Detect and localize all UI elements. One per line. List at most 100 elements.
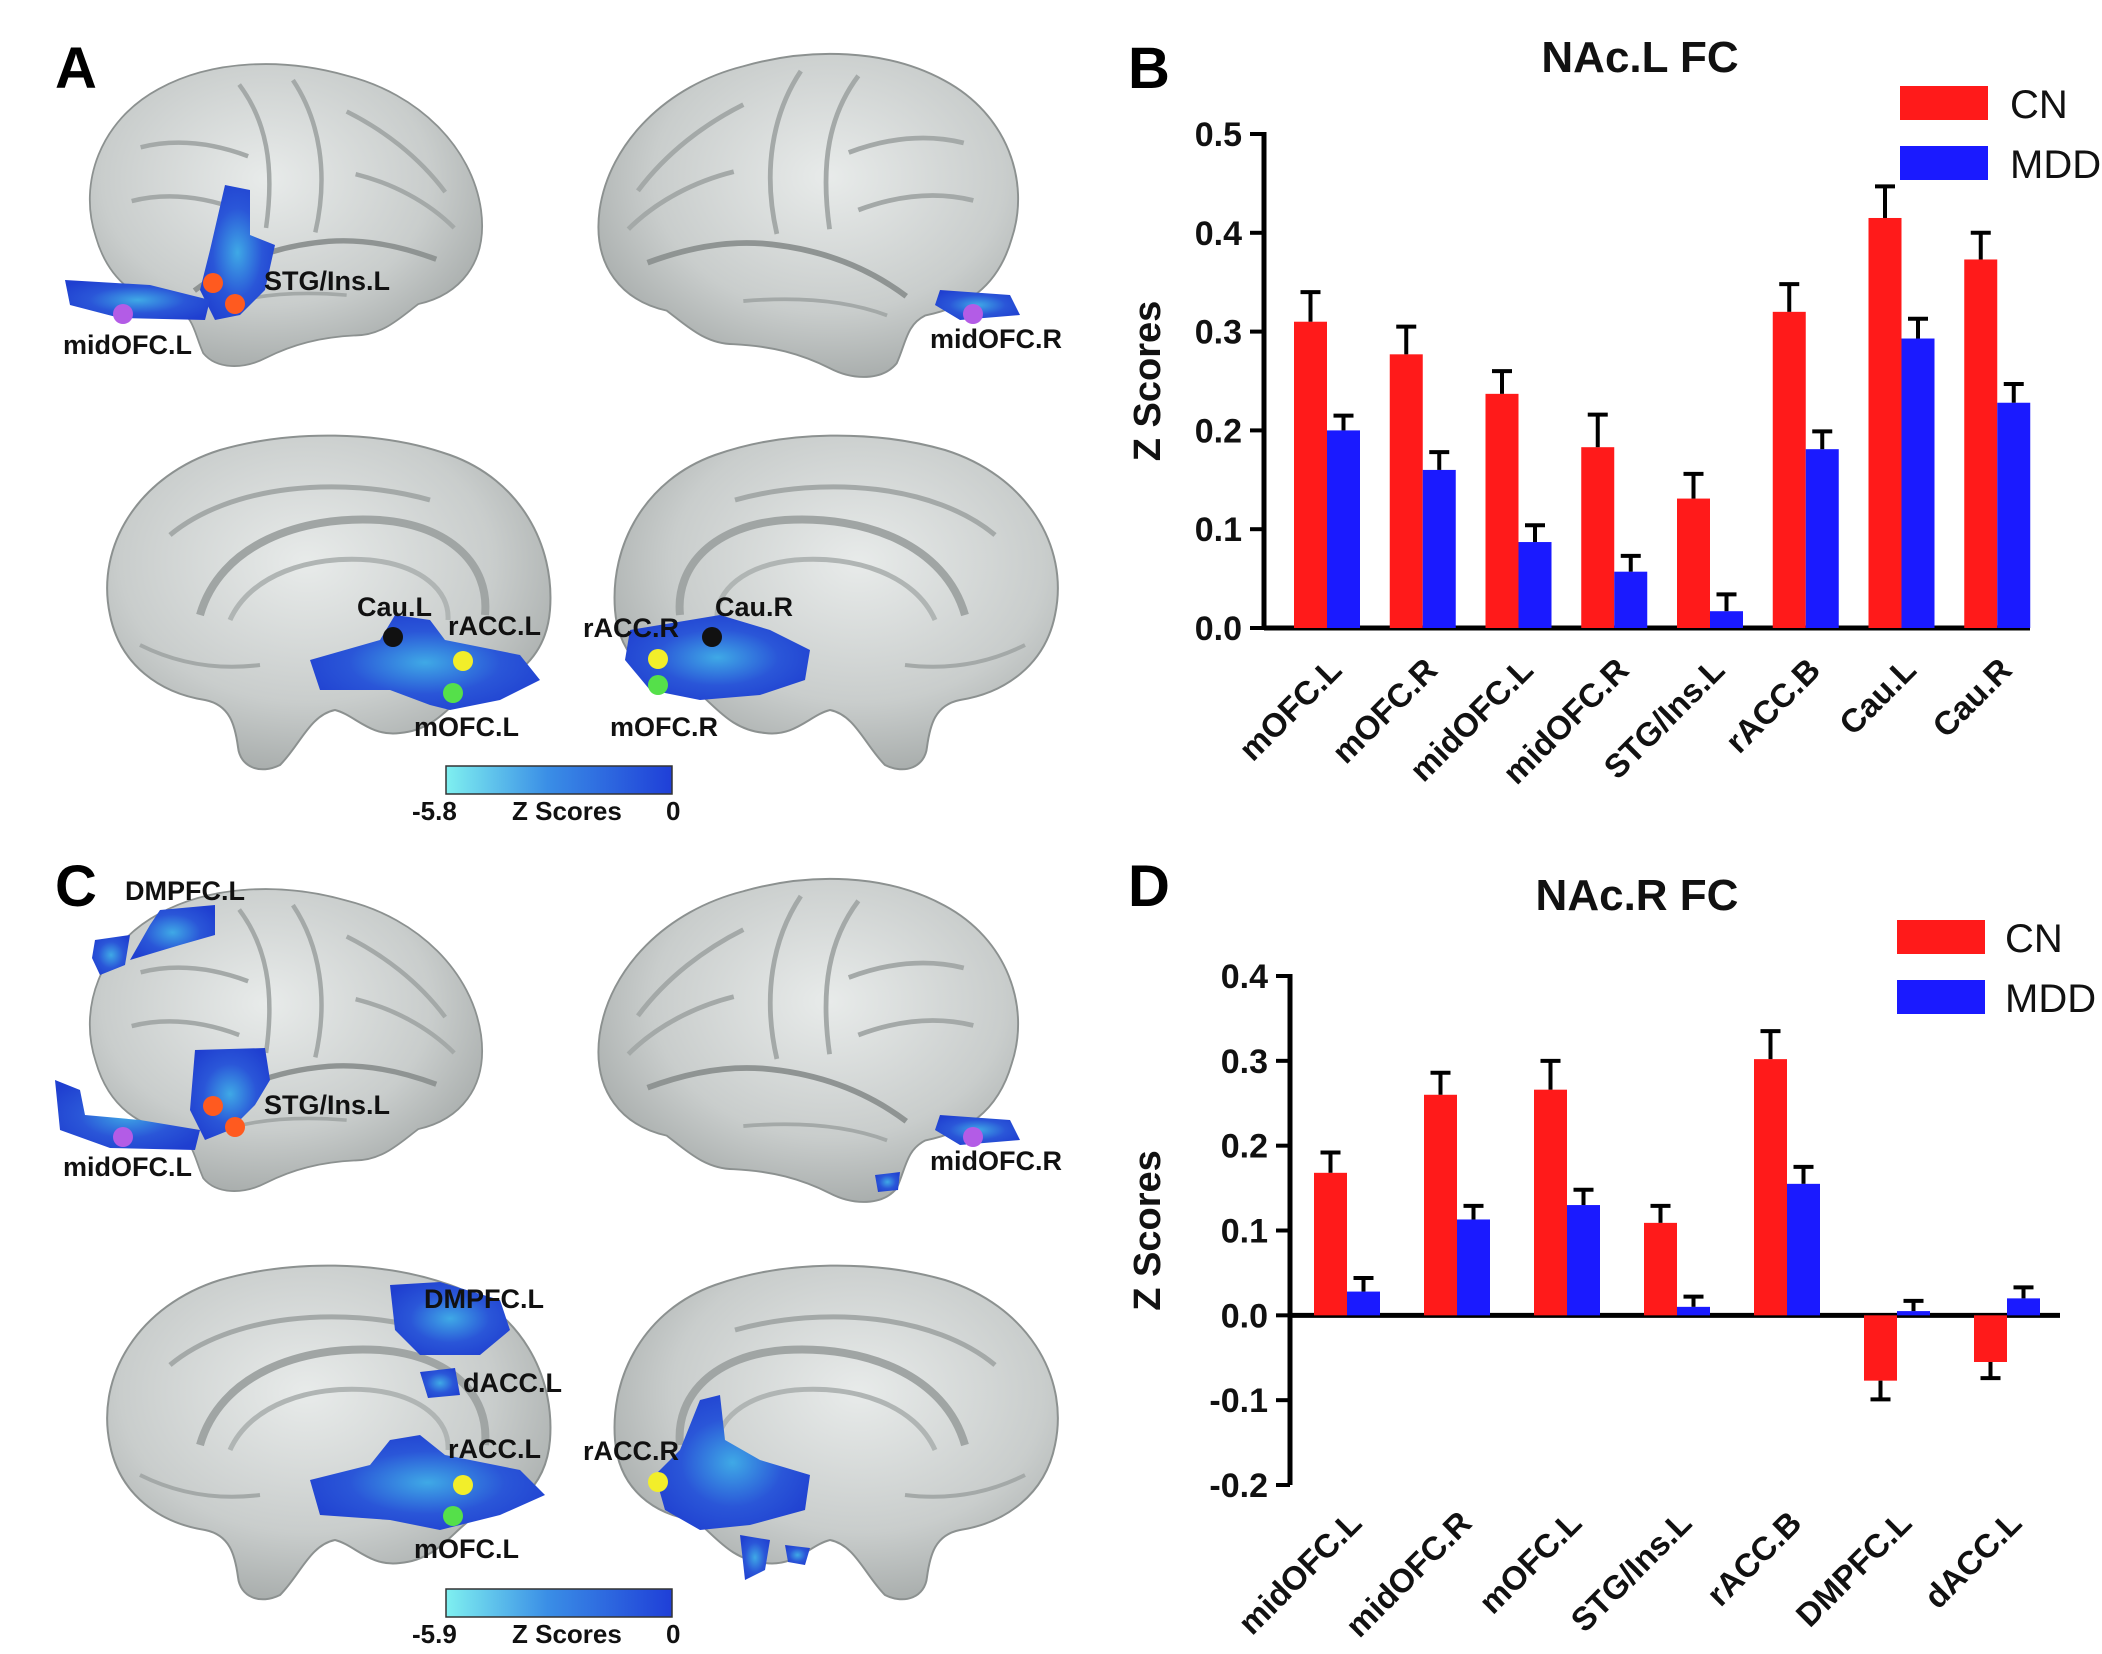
panel-c-activations (55, 905, 1020, 1580)
label-midofc-r-a: midOFC.R (930, 324, 1062, 354)
colorbar-a-min: -5.8 (412, 796, 457, 826)
dot-stg-l-c-2 (225, 1117, 245, 1137)
chart-d-bar-mdd-dacc-l (2007, 1298, 2040, 1316)
label-midofc-r-c: midOFC.R (930, 1146, 1062, 1176)
chart-b-legend: CN MDD (1900, 83, 2101, 187)
chart-b-bar-cn-mofc-l (1294, 321, 1327, 628)
chart-b-xtick-racc-b: rACC.B (1718, 651, 1827, 760)
chart-b-ytick-label-0-5: 0.5 (1195, 116, 1242, 154)
chart-b-bar-mdd-stg-ins-l (1710, 611, 1743, 628)
colorbar-a: -5.8 Z Scores 0 (412, 765, 680, 826)
brain-right-medial-c (615, 1266, 1058, 1600)
colorbar-c: -5.9 Z Scores 0 (412, 1588, 680, 1649)
chart-b-bar-mdd-mofc-l (1327, 430, 1360, 628)
panel-d: D NAc.R FC CN MDD -0.2 -0.1 0.0 0.1 0.2 0.3 0.… (1127, 854, 2096, 1644)
dot-mofc-l-c (443, 1506, 463, 1526)
legend-d-cn-swatch (1897, 920, 1985, 954)
dot-midofc-l-c (113, 1127, 133, 1147)
panel-b: B NAc.L FC CN MDD 0.0 0.1 0.2 0.3 0.4 0.5 Z Sc… (1127, 33, 2101, 791)
activation-midofc-l-c (55, 1080, 200, 1150)
label-racc-r-c: rACC.R (583, 1436, 679, 1466)
panel-a-labels: A STG/Ins.L midOFC.L midOFC.R Cau.L rACC… (55, 36, 1062, 742)
chart-d-ylabel: Z Scores (1127, 1150, 1169, 1311)
chart-b-ytick-label-0-0: 0.0 (1195, 610, 1242, 648)
dot-midofc-r (963, 304, 983, 324)
chart-b-ytick-label-0-2: 0.2 (1195, 412, 1242, 450)
label-mofc-l-a: mOFC.L (414, 712, 519, 742)
chart-d-bar-mdd-stg-ins-l (1677, 1306, 1710, 1316)
activation-midofc-r (935, 290, 1020, 320)
activation-dmpfc-l-lat-2 (92, 935, 130, 975)
colorbar-a-gradient (445, 765, 673, 795)
chart-b-bar-mdd-midofc-r (1614, 571, 1648, 628)
activation-medial-r (625, 615, 810, 700)
panel-a-dots (113, 273, 983, 703)
chart-b-bar-cn-mofc-r (1389, 354, 1423, 628)
brain-left-lateral (90, 64, 482, 366)
chart-d-bar-cn-midofc-l (1314, 1172, 1347, 1316)
activation-temporal-r-medial-c (740, 1535, 770, 1580)
label-cau-r-a: Cau.R (715, 592, 793, 622)
chart-d-ytick-label-0-4: 0.4 (1221, 958, 1268, 996)
chart-b-xtick-cau-r: Cau.R (1925, 651, 2019, 745)
chart-b-bar-cn-midofc-r (1581, 447, 1615, 628)
chart-b-ytick-label-0-3: 0.3 (1195, 314, 1242, 352)
activation-dmpfc-l-med (390, 1282, 510, 1355)
legend-d-cn-label: CN (2005, 917, 2063, 961)
activation-dacc-l (420, 1368, 460, 1398)
activation-medial-r-c (655, 1395, 810, 1530)
chart-b-bar-cn-cau-l (1868, 217, 1902, 629)
chart-d-bar-cn-dmpfc-l (1864, 1315, 1897, 1381)
dot-mofc-l (443, 683, 463, 703)
panel-c-dots (113, 1096, 983, 1526)
label-racc-r-a: rACC.R (583, 613, 679, 643)
colorbar-c-title: Z Scores (512, 1619, 622, 1649)
chart-b-bar-mdd-mofc-r (1422, 469, 1456, 628)
label-stg-ins-l-a: STG/Ins.L (264, 266, 390, 296)
dot-stg-l-c-1 (203, 1096, 223, 1116)
dot-cau-r (702, 627, 722, 647)
colorbar-a-max: 0 (666, 796, 680, 826)
label-dacc-l-c: dACC.L (463, 1368, 562, 1398)
activation-midofc-l (65, 280, 210, 320)
chart-b-bar-mdd-midofc-l (1518, 542, 1552, 628)
chart-d-ytick-label-0-1: 0.1 (1221, 1213, 1268, 1251)
label-stg-ins-l-c: STG/Ins.L (264, 1090, 390, 1120)
activation-temporal-r-c (875, 1172, 900, 1192)
chart-d-bar-cn-stg-ins-l (1644, 1222, 1677, 1316)
dot-stg-l-1 (203, 273, 223, 293)
label-racc-l-a: rACC.L (448, 611, 541, 641)
chart-b-bar-mdd-racc-b (1805, 449, 1839, 628)
chart-d-bar-cn-mofc-l (1534, 1089, 1567, 1316)
dot-racc-l (453, 651, 473, 671)
panel-a-brains (90, 54, 1058, 769)
activation-temporal-r-medial-c2 (785, 1545, 810, 1565)
label-midofc-l-a: midOFC.L (63, 330, 192, 360)
dot-racc-l-c (453, 1475, 473, 1495)
label-mofc-r-a: mOFC.R (610, 712, 718, 742)
chart-d-title: NAc.R FC (1536, 871, 1739, 920)
chart-d-bar-cn-dacc-l (1974, 1315, 2007, 1362)
label-midofc-l-c: midOFC.L (63, 1152, 192, 1182)
chart-d-bar-mdd-midofc-r (1457, 1219, 1490, 1316)
chart-b-ytick-label-0-4: 0.4 (1195, 215, 1242, 253)
dot-racc-r (648, 649, 668, 669)
chart-d-bar-mdd-dmpfc-l (1897, 1311, 1930, 1316)
dot-racc-r-c (648, 1472, 668, 1492)
chart-d-xtick-racc-b: rACC.B (1699, 1504, 1808, 1613)
chart-b-ylabel: Z Scores (1127, 301, 1169, 462)
chart-b-plot: 0.00.10.20.30.40.5Z ScoresmOFC.LmOFC.Rmi… (1127, 116, 2031, 791)
chart-d-bar-cn-racc-b (1754, 1059, 1787, 1316)
panel-c-brains (90, 879, 1058, 1599)
chart-b-xtick-cau-l: Cau.L (1832, 651, 1923, 742)
activation-dmpfc-l-lat (130, 905, 215, 960)
chart-d-plot: -0.2-0.10.00.10.20.30.4Z ScoresmidOFC.Lm… (1127, 958, 2060, 1644)
dot-cau-l (383, 627, 403, 647)
chart-b-bar-cn-racc-b (1772, 311, 1806, 628)
label-racc-l-c: rACC.L (448, 1434, 541, 1464)
activation-medial-l (310, 615, 540, 710)
label-dmpfc-l-med-c: DMPFC.L (424, 1284, 544, 1314)
panel-letter-c: C (55, 854, 97, 919)
dot-midofc-r-c (963, 1127, 983, 1147)
